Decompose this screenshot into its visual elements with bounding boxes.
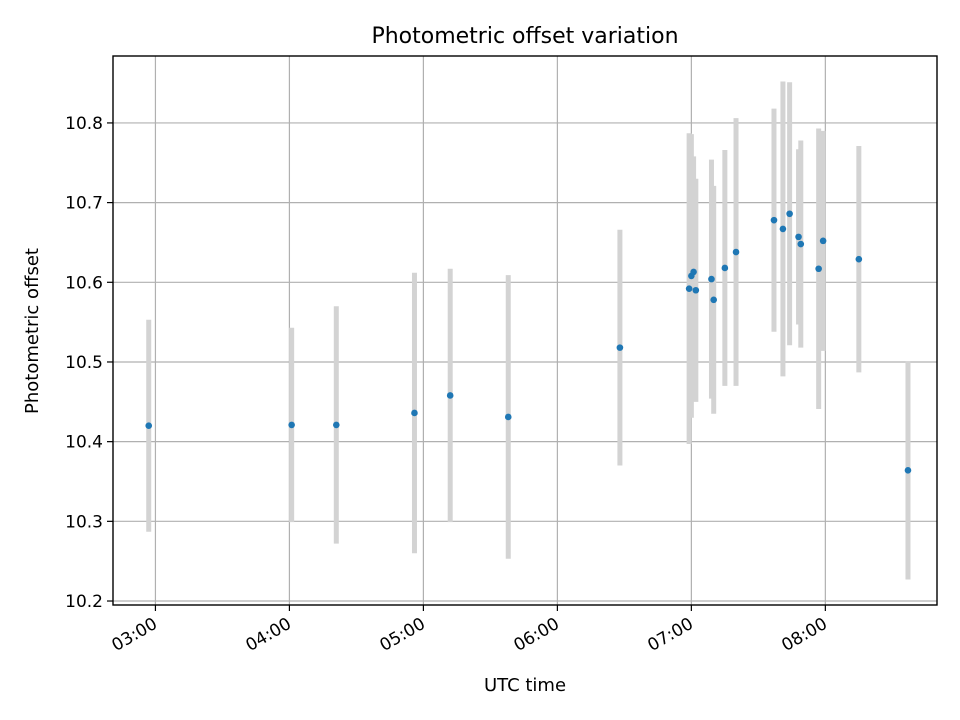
x-axis-ticks: 03:00 04:00 05:00 06:00 07:00 08:00	[108, 605, 831, 656]
data-point	[710, 296, 717, 304]
y-tick-label: 10.4	[65, 433, 103, 453]
data-point	[504, 413, 512, 421]
data-point	[708, 275, 715, 283]
x-tick-label: 04:00	[242, 614, 294, 656]
y-axis-ticks: 10.2 10.3 10.4 10.5 10.6 10.7 10.8	[65, 114, 113, 612]
data-point	[815, 265, 822, 273]
x-axis-label: UTC time	[484, 675, 566, 696]
y-axis-label: Photometric offset	[22, 248, 43, 414]
y-tick-label: 10.5	[65, 353, 103, 373]
data-point	[770, 216, 778, 224]
data-point	[721, 264, 729, 272]
y-tick-label: 10.8	[65, 114, 103, 134]
plot-frame	[112, 55, 938, 606]
data-point	[411, 409, 418, 417]
x-tick-label: 07:00	[644, 614, 696, 656]
data-point	[797, 240, 805, 248]
data-point	[779, 225, 787, 233]
data-point	[333, 421, 340, 429]
y-tick-label: 10.3	[65, 512, 103, 532]
data-point	[732, 248, 740, 256]
data-point	[786, 210, 793, 218]
data-point	[692, 286, 700, 294]
data-point	[690, 268, 697, 276]
y-tick-label: 10.7	[65, 194, 103, 214]
x-tick-label: 08:00	[778, 614, 830, 656]
x-tick-label: 03:00	[108, 614, 160, 656]
chart-title: Photometric offset variation	[371, 24, 678, 49]
data-point	[446, 392, 454, 399]
error-bars	[146, 81, 911, 580]
data-point	[855, 255, 863, 263]
grid	[113, 56, 937, 605]
x-tick-label: 06:00	[510, 614, 562, 656]
data-point	[616, 344, 624, 351]
data-point	[685, 285, 693, 292]
y-tick-label: 10.6	[65, 273, 103, 293]
data-points	[145, 210, 912, 474]
y-tick-label: 10.2	[65, 592, 103, 612]
data-point	[145, 422, 153, 430]
data-point	[819, 237, 827, 245]
data-point	[795, 233, 802, 241]
data-point	[904, 467, 912, 474]
data-point	[288, 421, 295, 429]
x-tick-label: 05:00	[376, 614, 428, 656]
